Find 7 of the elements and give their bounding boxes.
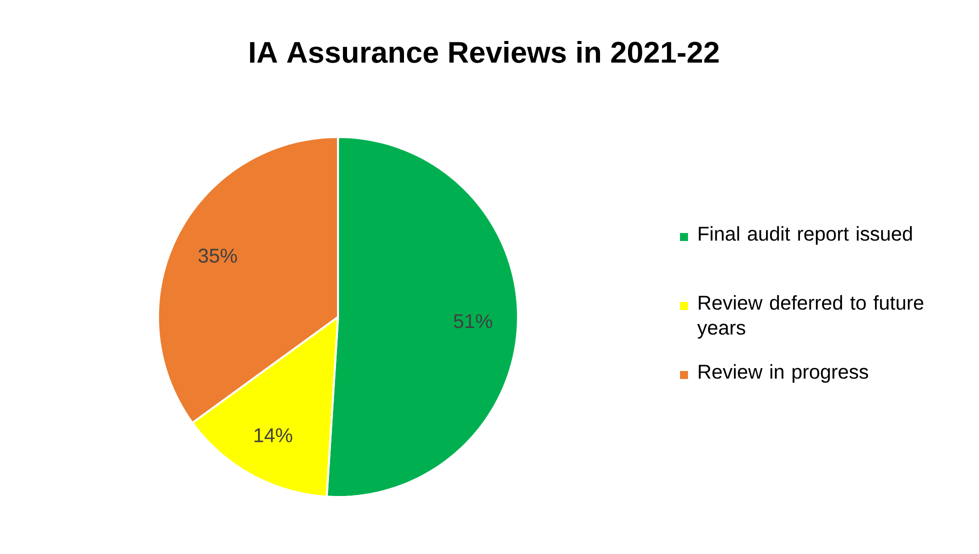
data-label: 14% xyxy=(254,428,292,442)
chart-title: IA Assurance Reviews in 2021-22 xyxy=(250,41,719,63)
legend-label: Final audit report issued xyxy=(698,226,912,245)
data-label: 35% xyxy=(198,248,237,263)
data-label: 51% xyxy=(454,314,492,328)
legend-label: Review deferred to future years xyxy=(697,295,924,339)
legend-label: Review in progress xyxy=(698,364,868,383)
